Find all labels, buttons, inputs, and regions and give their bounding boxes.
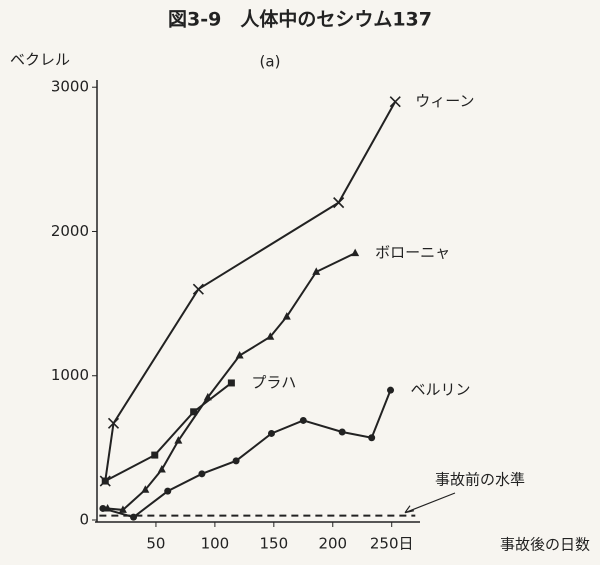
marker bbox=[333, 197, 345, 209]
marker bbox=[151, 451, 159, 459]
y-tick-label: 0 bbox=[79, 511, 89, 529]
marker bbox=[174, 436, 183, 444]
marker bbox=[387, 386, 395, 394]
marker bbox=[267, 429, 275, 437]
series-label: プラハ bbox=[251, 373, 296, 391]
reference-label: 事故前の水準 bbox=[435, 471, 525, 489]
marker bbox=[235, 351, 244, 359]
marker bbox=[118, 505, 127, 513]
y-tick-label: 1000 bbox=[51, 366, 89, 384]
chart-subtitle: (a) bbox=[260, 53, 281, 71]
chart-title: 図3-9 人体中のセシウム137 bbox=[168, 8, 432, 31]
y-axis-label: ベクレル bbox=[10, 51, 70, 69]
x-tick-label: 250日 bbox=[370, 535, 414, 553]
marker bbox=[101, 477, 109, 485]
x-tick-label: 200 bbox=[318, 535, 347, 553]
marker bbox=[190, 408, 198, 416]
marker bbox=[338, 428, 346, 436]
x-tick-label: 100 bbox=[201, 535, 230, 553]
series-line bbox=[102, 389, 392, 519]
series-label: ボローニャ bbox=[375, 244, 450, 262]
marker bbox=[192, 283, 204, 295]
x-axis-label: 事故後の日数 bbox=[500, 536, 590, 554]
marker bbox=[266, 332, 275, 340]
marker bbox=[130, 513, 138, 521]
series-line bbox=[104, 382, 232, 482]
series-line bbox=[104, 101, 397, 482]
marker bbox=[198, 470, 206, 478]
marker bbox=[107, 417, 120, 429]
x-tick-label: 150 bbox=[260, 535, 289, 553]
marker bbox=[164, 487, 172, 495]
marker bbox=[312, 267, 321, 275]
y-tick-label: 2000 bbox=[51, 222, 89, 240]
marker bbox=[351, 248, 360, 257]
y-tick-label: 3000 bbox=[51, 78, 89, 96]
marker bbox=[99, 504, 107, 512]
series-label: ベルリン bbox=[411, 381, 471, 399]
reference-arrow bbox=[404, 492, 456, 514]
marker bbox=[389, 96, 401, 108]
marker bbox=[299, 416, 307, 424]
series-label: ウィーン bbox=[415, 92, 474, 110]
marker bbox=[157, 465, 166, 473]
marker bbox=[141, 485, 150, 493]
x-tick-label: 50 bbox=[146, 535, 165, 553]
marker bbox=[227, 379, 235, 387]
marker bbox=[368, 434, 376, 442]
marker bbox=[232, 457, 240, 465]
marker bbox=[282, 312, 291, 320]
